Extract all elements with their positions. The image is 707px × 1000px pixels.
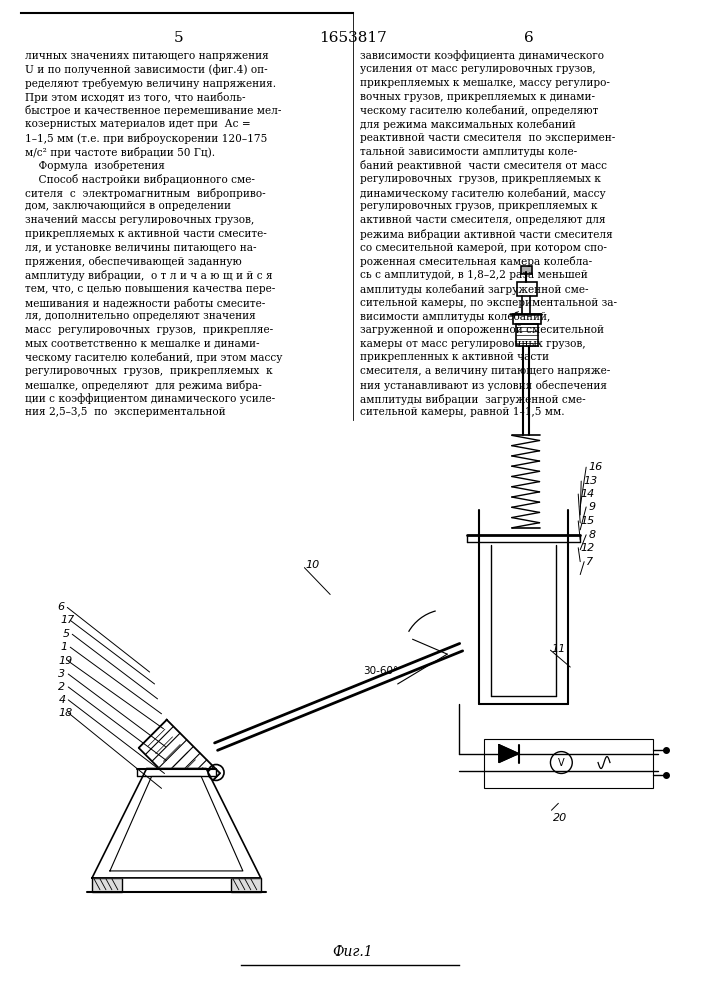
Text: активной части смесителя, определяют для: активной части смесителя, определяют для bbox=[360, 215, 606, 225]
Text: 5: 5 bbox=[62, 629, 69, 639]
Text: 9: 9 bbox=[588, 502, 595, 512]
Text: Фиг.1: Фиг.1 bbox=[333, 945, 373, 959]
Text: камеры от масс регулировочных грузов,: камеры от масс регулировочных грузов, bbox=[360, 339, 585, 349]
Text: ния устанавливают из условия обеспечения: ния устанавливают из условия обеспечения bbox=[360, 380, 607, 391]
Text: загруженной и опороженной смесительной: загруженной и опороженной смесительной bbox=[360, 325, 604, 335]
Text: козернистых материалов идет при  Ас =: козернистых материалов идет при Ас = bbox=[25, 119, 250, 129]
Text: висимости амплитуды колебаний,: висимости амплитуды колебаний, bbox=[360, 311, 550, 322]
Text: ческому гасителю колебаний, определяют: ческому гасителю колебаний, определяют bbox=[360, 105, 598, 116]
Text: 18: 18 bbox=[59, 708, 73, 718]
Text: прикрепляемых к активной части смесите-: прикрепляемых к активной части смесите- bbox=[25, 229, 267, 239]
Text: 16: 16 bbox=[588, 462, 602, 472]
Text: мешалке, определяют  для режима вибра-: мешалке, определяют для режима вибра- bbox=[25, 380, 262, 391]
Text: 11: 11 bbox=[551, 644, 566, 654]
Text: баний реактивной  части смесителя от масс: баний реактивной части смесителя от масс bbox=[360, 160, 607, 171]
Text: режима вибрации активной части смесителя: режима вибрации активной части смесителя bbox=[360, 229, 613, 240]
Bar bbox=[231, 878, 261, 892]
Bar bbox=[92, 878, 122, 892]
Text: дом, заключающийся в определении: дом, заключающийся в определении bbox=[25, 201, 230, 211]
Text: Способ настройки вибрационного сме-: Способ настройки вибрационного сме- bbox=[25, 174, 255, 185]
Text: 5: 5 bbox=[174, 31, 183, 45]
Text: сительной камеры, по экспериментальной за-: сительной камеры, по экспериментальной з… bbox=[360, 298, 617, 308]
Text: сителя  с  электромагнитным  виброприво-: сителя с электромагнитным виброприво- bbox=[25, 188, 265, 199]
Text: мешивания и надежности работы смесите-: мешивания и надежности работы смесите- bbox=[25, 298, 265, 309]
Text: пряжения, обеспечивающей заданную: пряжения, обеспечивающей заданную bbox=[25, 256, 241, 267]
Text: быстрое и качественное перемешивание мел-: быстрое и качественное перемешивание мел… bbox=[25, 105, 281, 116]
Text: регулировочных грузов, прикрепляемых к: регулировочных грузов, прикрепляемых к bbox=[360, 201, 597, 211]
Text: прикрепленных к активной части: прикрепленных к активной части bbox=[360, 352, 549, 362]
Text: значений массы регулировочных грузов,: значений массы регулировочных грузов, bbox=[25, 215, 254, 225]
Text: 7: 7 bbox=[586, 557, 593, 567]
Text: регулировочных  грузов, прикрепляемых к: регулировочных грузов, прикрепляемых к bbox=[360, 174, 601, 184]
Bar bbox=[513, 314, 541, 324]
Text: 17: 17 bbox=[60, 615, 74, 625]
Text: масс  регулировочных  грузов,  прикрепляе-: масс регулировочных грузов, прикрепляе- bbox=[25, 325, 273, 335]
Text: динамическому гасителю колебаний, массу: динамическому гасителю колебаний, массу bbox=[360, 188, 606, 199]
Text: 30-60°: 30-60° bbox=[363, 666, 398, 676]
Text: Формула  изобретения: Формула изобретения bbox=[25, 160, 165, 171]
Text: усиления от масс регулировочных грузов,: усиления от масс регулировочных грузов, bbox=[360, 64, 595, 74]
Text: 1: 1 bbox=[60, 642, 67, 652]
Text: зависимости коэффициента динамического: зависимости коэффициента динамического bbox=[360, 51, 604, 61]
Text: реактивной части смесителя  по эксперимен-: реактивной части смесителя по эксперимен… bbox=[360, 133, 615, 143]
Text: сь с амплитудой, в 1,8–2,2 раза меньшей: сь с амплитудой, в 1,8–2,2 раза меньшей bbox=[360, 270, 588, 280]
Text: 14: 14 bbox=[580, 489, 595, 499]
Text: 1–1,5 мм (т.е. при виброускорении 120–175: 1–1,5 мм (т.е. при виброускорении 120–17… bbox=[25, 133, 267, 144]
Text: тальной зависимости амплитуды коле-: тальной зависимости амплитуды коле- bbox=[360, 147, 577, 157]
Bar bbox=[484, 739, 653, 788]
Text: V: V bbox=[558, 758, 565, 768]
Text: 13: 13 bbox=[583, 476, 597, 486]
Text: вочных грузов, прикрепляемых к динами-: вочных грузов, прикрепляемых к динами- bbox=[360, 92, 595, 102]
Bar bbox=[517, 282, 537, 296]
Text: При этом исходят из того, что наиболь-: При этом исходят из того, что наиболь- bbox=[25, 92, 245, 103]
Polygon shape bbox=[499, 745, 519, 763]
Text: тем, что, с целью повышения качества пере-: тем, что, с целью повышения качества пер… bbox=[25, 284, 275, 294]
Text: ния 2,5–3,5  по  экспериментальной: ния 2,5–3,5 по экспериментальной bbox=[25, 407, 226, 417]
Text: ля, и установке величины питающего на-: ля, и установке величины питающего на- bbox=[25, 243, 256, 253]
Text: личных значениях питающего напряжения: личных значениях питающего напряжения bbox=[25, 51, 269, 61]
Text: U и по полученной зависимости (фиг.4) оп-: U и по полученной зависимости (фиг.4) оп… bbox=[25, 64, 267, 75]
Text: ческому гасителю колебаний, при этом массу: ческому гасителю колебаний, при этом мас… bbox=[25, 352, 282, 363]
Text: м/с² при частоте вибрации 50 Гц).: м/с² при частоте вибрации 50 Гц). bbox=[25, 147, 215, 158]
Text: 20: 20 bbox=[554, 813, 568, 823]
Text: 2: 2 bbox=[59, 682, 66, 692]
Text: амплитуду вибрации,  о т л и ч а ю щ и й с я: амплитуду вибрации, о т л и ч а ю щ и й … bbox=[25, 270, 272, 281]
Text: мых соответственно к мешалке и динами-: мых соответственно к мешалке и динами- bbox=[25, 339, 259, 349]
Bar bbox=[515, 324, 537, 346]
Text: 6: 6 bbox=[57, 602, 64, 612]
Text: 4: 4 bbox=[59, 695, 66, 705]
Text: 15: 15 bbox=[580, 516, 595, 526]
Text: со смесительной камерой, при котором спо-: со смесительной камерой, при котором спо… bbox=[360, 243, 607, 253]
Text: 6: 6 bbox=[524, 31, 534, 45]
Text: 1653817: 1653817 bbox=[319, 31, 387, 45]
Polygon shape bbox=[92, 768, 261, 878]
Text: 12: 12 bbox=[580, 543, 595, 553]
Text: сительной камеры, равной 1–1,5 мм.: сительной камеры, равной 1–1,5 мм. bbox=[360, 407, 565, 417]
Text: амплитуды колебаний загруженной сме-: амплитуды колебаний загруженной сме- bbox=[360, 284, 588, 295]
Text: 8: 8 bbox=[588, 530, 595, 540]
Bar bbox=[520, 266, 532, 274]
Text: ции с коэффициентом динамического усиле-: ции с коэффициентом динамического усиле- bbox=[25, 394, 275, 404]
Text: 10: 10 bbox=[305, 560, 320, 570]
Text: прикрепляемых к мешалке, массу регулиро-: прикрепляемых к мешалке, массу регулиро- bbox=[360, 78, 610, 88]
Text: 3: 3 bbox=[59, 669, 66, 679]
Text: роженная смесительная камера колебла-: роженная смесительная камера колебла- bbox=[360, 256, 592, 267]
Text: 19: 19 bbox=[59, 656, 73, 666]
Text: ля, дополнительно определяют значения: ля, дополнительно определяют значения bbox=[25, 311, 255, 321]
Text: регулировочных  грузов,  прикрепляемых  к: регулировочных грузов, прикрепляемых к bbox=[25, 366, 272, 376]
Text: амплитуды вибрации  загруженной сме-: амплитуды вибрации загруженной сме- bbox=[360, 394, 585, 405]
Text: для режима максимальных колебаний: для режима максимальных колебаний bbox=[360, 119, 575, 130]
Text: ределяют требуемую величину напряжения.: ределяют требуемую величину напряжения. bbox=[25, 78, 276, 89]
Text: смесителя, а величину питающего напряже-: смесителя, а величину питающего напряже- bbox=[360, 366, 610, 376]
